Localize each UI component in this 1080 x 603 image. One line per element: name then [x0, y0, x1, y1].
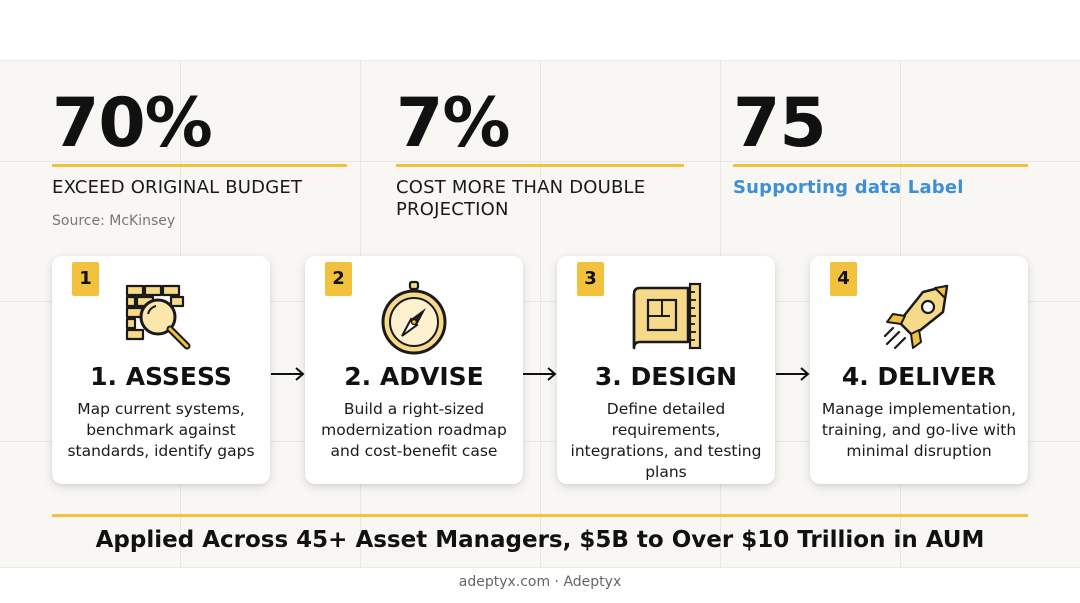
rocket-icon [883, 284, 949, 350]
stat-divider [396, 164, 684, 167]
step-card-deliver: 4 4. DELIVER Manage implementation, trai… [810, 256, 1028, 484]
step-number-badge: 1 [72, 262, 99, 296]
blueprint-ruler-icon [632, 282, 702, 350]
step-description: Map current systems, benchmark against s… [67, 400, 255, 460]
stat-supporting: 75 Supporting data Label [733, 88, 1028, 199]
step-card-design: 3 3. DESIGN Define detailed requirements… [557, 256, 775, 484]
footer-credit: adeptyx.com · Adeptyx [458, 574, 622, 590]
step-number-badge: 4 [830, 262, 857, 296]
grid-line [0, 301, 1080, 302]
stat-source: Source: McKinsey [52, 213, 176, 229]
step-description: Build a right-sized modernization roadma… [321, 400, 507, 460]
stat-double-cost: 7% COST MORE THAN DOUBLE PROJECTION [396, 88, 684, 221]
stat-label: COST MORE THAN DOUBLE PROJECTION [396, 177, 646, 220]
arrow-right-icon [271, 367, 305, 381]
stat-value: 75 [733, 84, 827, 163]
banner-divider [52, 514, 1028, 517]
step-title: 4. DELIVER [841, 362, 997, 391]
step-title: 2. ADVISE [344, 362, 484, 391]
step-description: Define detailed requirements, integratio… [570, 400, 762, 481]
step-description: Manage implementation, training, and go-… [821, 400, 1017, 460]
arrow-right-icon [776, 367, 810, 381]
grid-line [0, 161, 1080, 162]
summary-banner: Applied Across 45+ Asset Managers, $5B t… [95, 527, 985, 553]
step-number-badge: 3 [577, 262, 604, 296]
magnifier-brick-wall-icon [125, 284, 191, 350]
stat-divider [52, 164, 347, 167]
step-title: 1. ASSESS [90, 362, 232, 391]
grid-line [540, 61, 541, 567]
stat-label: Supporting data Label [733, 177, 964, 198]
stat-divider [733, 164, 1028, 167]
step-card-assess: 1 1. ASSESS Map current systems, benchma… [52, 256, 270, 484]
step-card-advise: 2 2. ADVISE Build a right-sized moderniz… [305, 256, 523, 484]
grid-line [0, 441, 1080, 442]
arrow-right-icon [523, 367, 557, 381]
step-number-badge: 2 [325, 262, 352, 296]
step-title: 3. DESIGN [594, 362, 738, 391]
compass-icon [381, 280, 447, 355]
stat-label: EXCEED ORIGINAL BUDGET [52, 177, 303, 198]
stat-value: 70% [52, 84, 213, 163]
stat-value: 7% [396, 84, 510, 163]
stat-budget-overrun: 70% EXCEED ORIGINAL BUDGET Source: McKin… [52, 88, 347, 229]
